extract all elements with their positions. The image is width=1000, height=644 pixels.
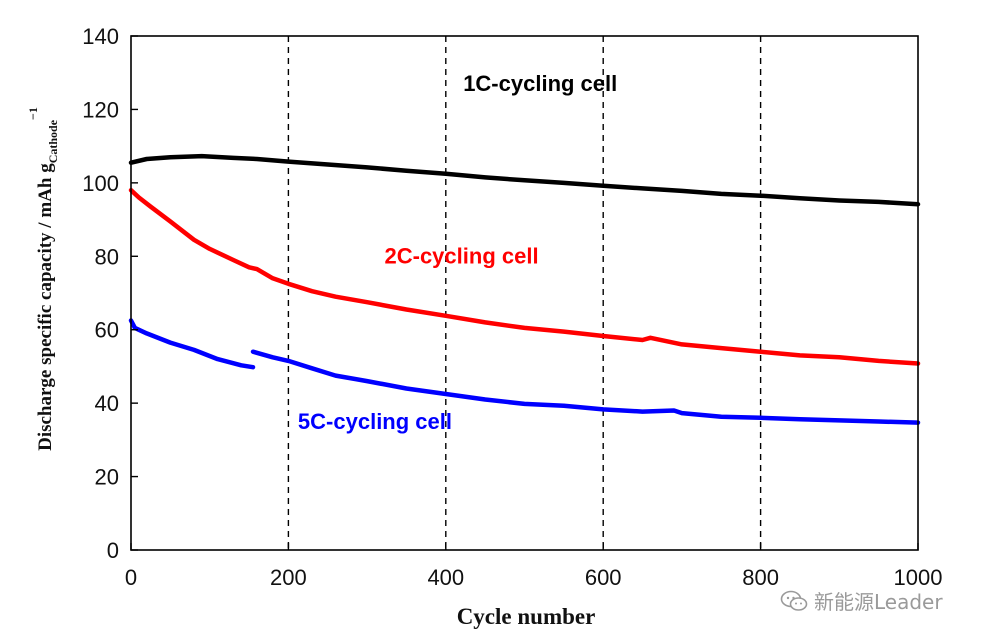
y-axis-title-subscript: Cathode bbox=[46, 119, 60, 163]
y-tick-label-100: 100 bbox=[82, 171, 119, 196]
y-tick-label-120: 120 bbox=[82, 97, 119, 122]
series-label-1c-cycling-cell: 1C-cycling cell bbox=[463, 71, 617, 96]
series-labels: 1C-cycling cell 2C-cycling cell 5C-cycling… bbox=[298, 71, 617, 434]
watermark: 新能源Leader bbox=[780, 586, 943, 615]
y-tick-label-40: 40 bbox=[95, 391, 119, 416]
x-tick-label-1000: 1000 bbox=[894, 565, 943, 590]
x-tick-label-200: 200 bbox=[270, 565, 307, 590]
x-tick-label-600: 600 bbox=[585, 565, 622, 590]
y-tick-label-140: 140 bbox=[82, 24, 119, 49]
y-tick-label-80: 80 bbox=[95, 244, 119, 269]
y-tick-label-60: 60 bbox=[95, 318, 119, 343]
series-line-5c-cycling-cell-1 bbox=[250, 349, 921, 425]
series-label-5c-cycling-cell: 5C-cycling cell bbox=[298, 409, 452, 434]
y-tick-label-0: 0 bbox=[107, 538, 119, 563]
series-label-2c-cycling-cell: 2C-cycling cell bbox=[385, 244, 539, 269]
series-line-1c-cycling-cell-0 bbox=[128, 153, 921, 207]
data-series-layer bbox=[128, 153, 921, 425]
y-axis-title-main: Discharge specific capacity / mAh g bbox=[35, 163, 56, 451]
x-tick-label-400: 400 bbox=[427, 565, 464, 590]
wechat-icon bbox=[780, 590, 808, 611]
y-tick-label-20: 20 bbox=[95, 465, 119, 490]
plot-area-frame bbox=[130, 35, 919, 551]
series-line-5c-cycling-cell-0 bbox=[128, 318, 256, 370]
vertical-dashed-gridlines bbox=[287, 36, 762, 550]
series-line-2c-cycling-cell-0 bbox=[128, 187, 921, 366]
x-tick-label-800: 800 bbox=[742, 565, 779, 590]
axis-ticks: 0 200 400 600 800 1000 0 20 40 60 80 100 120 140 bbox=[82, 24, 942, 590]
x-axis-title: Cycle number bbox=[457, 604, 596, 629]
y-axis-title: Discharge specific capacity / mAh gCatho… bbox=[26, 107, 60, 451]
watermark-text: 新能源Leader bbox=[814, 590, 943, 614]
y-axis-title-superscript: −1 bbox=[26, 107, 40, 120]
x-tick-label-0: 0 bbox=[125, 565, 137, 590]
